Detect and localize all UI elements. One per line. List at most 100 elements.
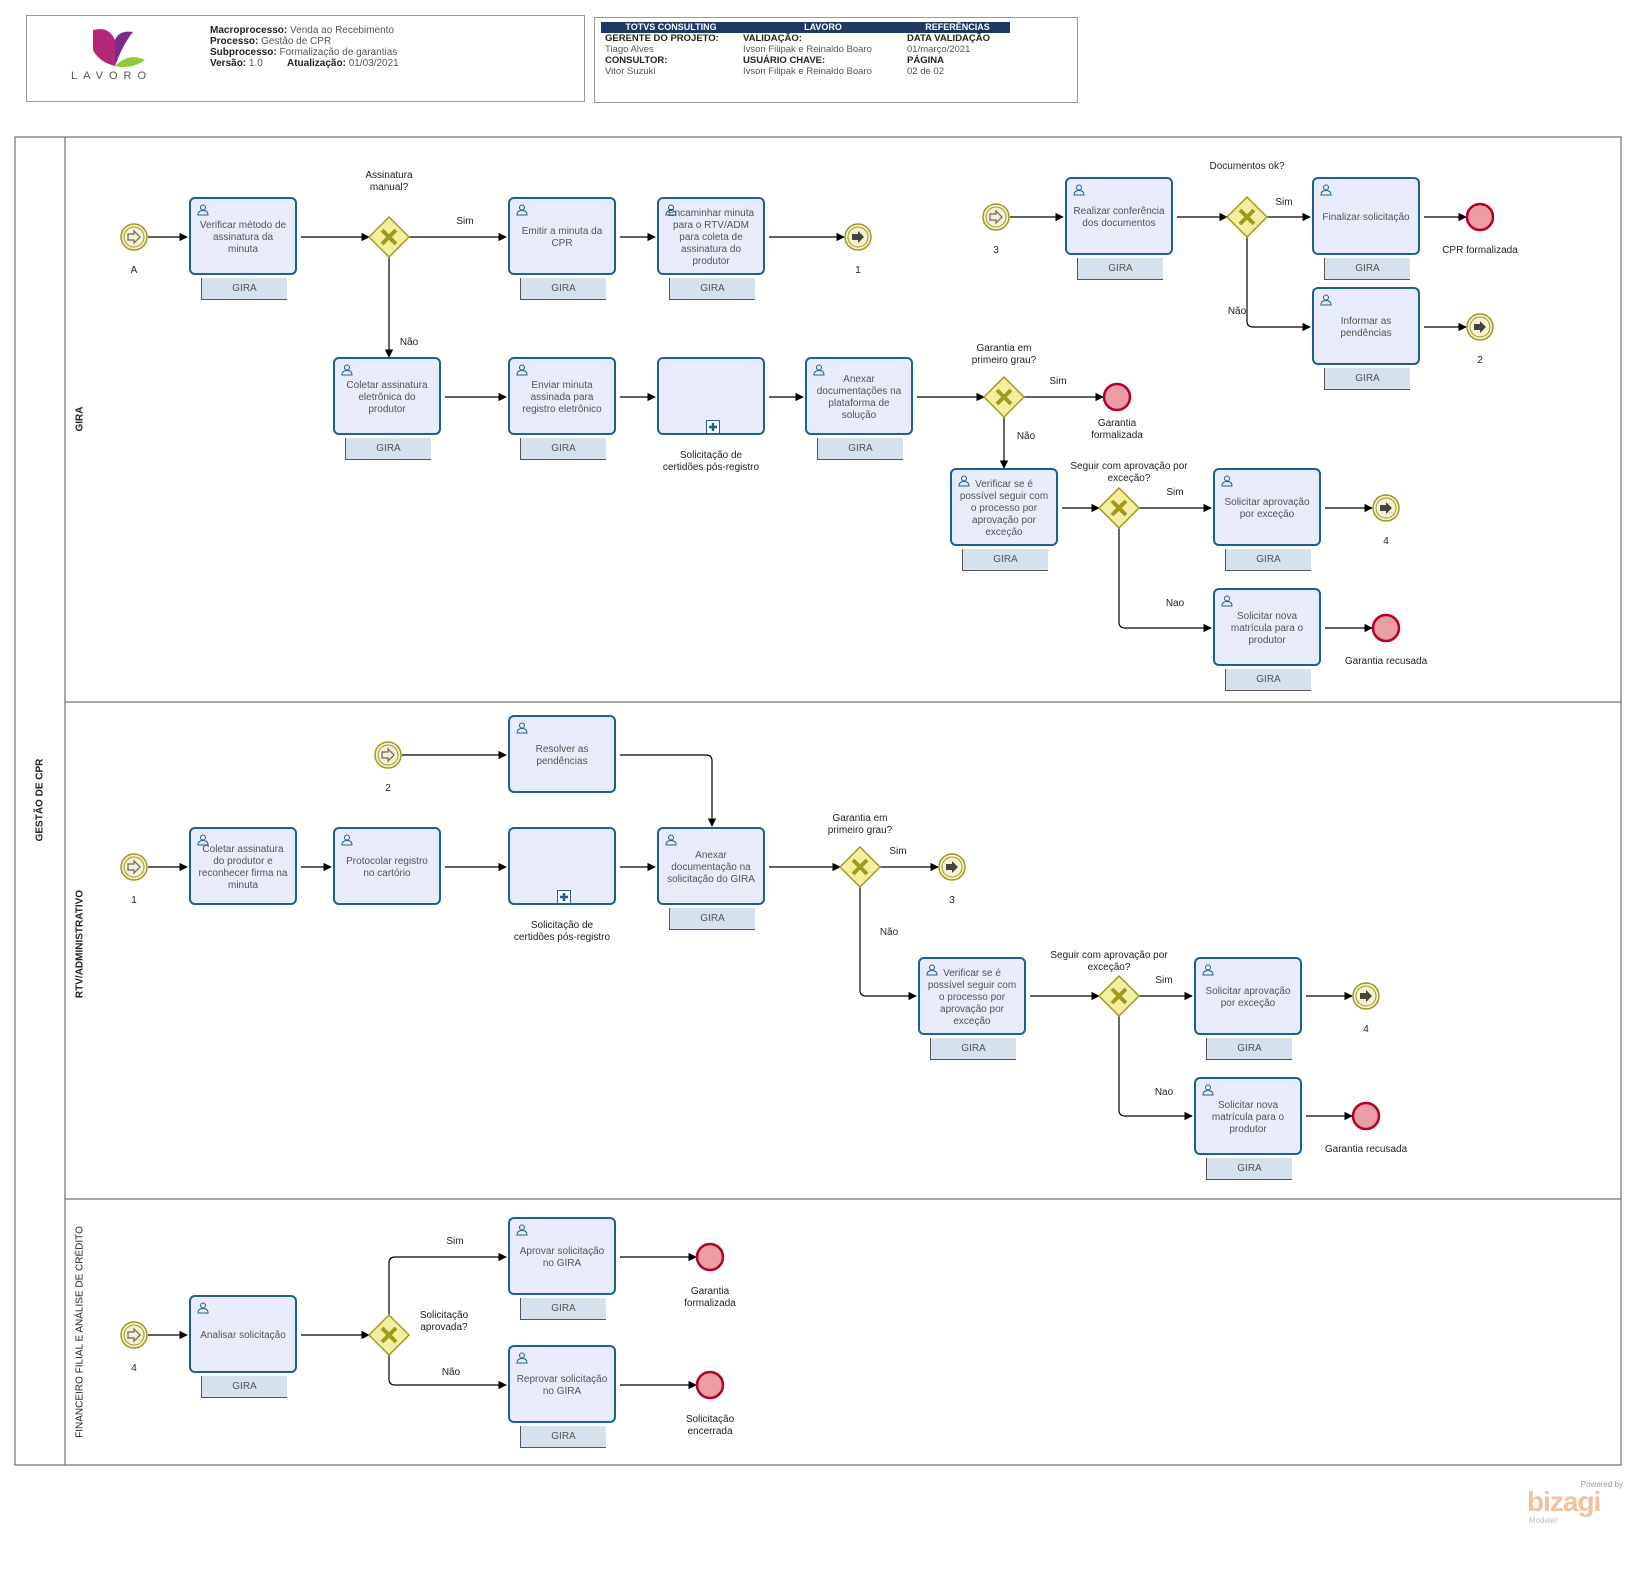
- gerente-label: GERENTE DO PROJETO:: [605, 33, 719, 44]
- task-coletar-assinatura-eletronica[interactable]: Coletar assinatura eletrônica do produto…: [333, 357, 441, 435]
- flow-label-nao-alt: Nao: [1165, 598, 1185, 609]
- task-label: Enviar minuta assinada para registro ele…: [522, 380, 602, 415]
- event-label-4: 4: [1363, 1024, 1369, 1035]
- macroprocesso-label: Macroprocesso:: [210, 25, 288, 36]
- link-throw-4-gira: [1372, 494, 1400, 522]
- event-label-a: A: [130, 265, 138, 276]
- subprocesso-value: Formalização de garantias: [279, 47, 398, 58]
- task-anexar-documentacoes[interactable]: Anexar documentações na plataforma de so…: [805, 357, 913, 435]
- task-coletar-assinatura-firma[interactable]: Coletar assinatura do produtor e reconhe…: [189, 827, 297, 905]
- user-task-icon: [1202, 964, 1214, 976]
- start-events: [120, 203, 1010, 1349]
- subprocess-certidoes-rtv[interactable]: [508, 827, 616, 905]
- pool-border: [14, 136, 1622, 1466]
- task-finalizar-solicitacao[interactable]: Finalizar solicitação: [1312, 177, 1420, 255]
- gateway-label-documentos: Documentos ok?: [1209, 161, 1285, 172]
- event-label-2: 2: [1477, 355, 1483, 366]
- task-verificar-excecao-rtv[interactable]: Verificar se é possível seguir com o pro…: [918, 957, 1026, 1035]
- task-anexar-documentacao-gira[interactable]: Anexar documentação na solicitação do GI…: [657, 827, 765, 905]
- link-catch-3: [982, 203, 1010, 231]
- task-solicitar-aprovacao-gira[interactable]: Solicitar aprovação por exceção: [1213, 468, 1321, 546]
- task-label: Analisar solicitação: [200, 1330, 286, 1341]
- flow-label-nao: Não: [399, 337, 419, 348]
- flow-label-nao-alt: Nao: [1154, 1087, 1174, 1098]
- gateway-label-solicitacao: Solicitação aprovada?: [419, 1310, 469, 1333]
- user-task-icon: [813, 364, 825, 376]
- subprocesso-line: Subprocesso: Formalização de garantias: [210, 47, 397, 58]
- gateway-label-assinatura: Assinatura manual?: [365, 170, 413, 193]
- ref-head-totvs: TOTVS CONSULTING: [601, 22, 741, 33]
- gateway-label-garantia-gira: Garantia em primeiro grau?: [971, 343, 1037, 366]
- subprocess-plus-icon: [706, 420, 720, 434]
- user-task-icon: [516, 364, 528, 376]
- flow-label-sim: Sim: [1049, 376, 1067, 387]
- task-reprovar-solicitacao[interactable]: Reprovar solicitação no GIRA: [508, 1345, 616, 1423]
- task-label: Emitir a minuta da CPR: [521, 226, 603, 249]
- task-solicitar-matricula-rtv[interactable]: Solicitar nova matrícula para o produtor: [1194, 1077, 1302, 1155]
- ref-head-lavoro: LAVORO: [741, 22, 905, 33]
- header-info-box: LAVORO Macroprocesso: Venda ao Recebimen…: [26, 15, 585, 102]
- user-task-icon: [1221, 595, 1233, 607]
- task-resolver-pendencias[interactable]: Resolver as pendências: [508, 715, 616, 793]
- performer-gira: GIRA: [962, 549, 1048, 571]
- performer-gira: GIRA: [1324, 258, 1410, 280]
- flow-label-sim: Sim: [456, 216, 474, 227]
- task-label: Coletar assinatura do produtor e reconhe…: [198, 844, 288, 891]
- task-emitir-minuta[interactable]: Emitir a minuta da CPR: [508, 197, 616, 275]
- task-label: Verificar se é possível seguir com o pro…: [959, 479, 1049, 538]
- flow-label-nao: Não: [1016, 431, 1036, 442]
- user-task-icon: [341, 834, 353, 846]
- flow-label-sim: Sim: [1166, 487, 1184, 498]
- task-solicitar-aprovacao-rtv[interactable]: Solicitar aprovação por exceção: [1194, 957, 1302, 1035]
- task-analisar-solicitacao[interactable]: Analisar solicitação: [189, 1295, 297, 1373]
- flow-label-sim: Sim: [1275, 197, 1293, 208]
- end-event-garantia-formalizada: [1102, 382, 1132, 412]
- task-label: Solicitar aprovação por exceção: [1224, 497, 1310, 520]
- flow-label-sim: Sim: [446, 1236, 464, 1247]
- task-aprovar-solicitacao[interactable]: Aprovar solicitação no GIRA: [508, 1217, 616, 1295]
- task-enviar-minuta-assinada[interactable]: Enviar minuta assinada para registro ele…: [508, 357, 616, 435]
- subprocess-certidoes-gira[interactable]: [657, 357, 765, 435]
- user-task-icon: [1073, 184, 1085, 196]
- link-catch-2: [374, 741, 402, 769]
- task-realizar-conferencia[interactable]: Realizar conferência dos documentos: [1065, 177, 1173, 255]
- link-catch-1: [120, 853, 148, 881]
- performer-gira: GIRA: [930, 1038, 1016, 1060]
- user-task-icon: [665, 204, 677, 216]
- flow-label-nao: Não: [1227, 306, 1247, 317]
- subprocess-label-rtv: Solicitação de certidões pós-registro: [513, 920, 611, 943]
- user-task-icon: [341, 364, 353, 376]
- task-protocolar-registro[interactable]: Protocolar registro no cartório: [333, 827, 441, 905]
- user-task-icon: [516, 722, 528, 734]
- event-label-3: 3: [993, 245, 999, 256]
- user-task-icon: [1320, 294, 1332, 306]
- user-task-icon: [958, 475, 970, 487]
- task-label: Resolver as pendências: [535, 744, 589, 767]
- task-encaminhar-minuta[interactable]: Encaminhar minuta para o RTV/ADM para co…: [657, 197, 765, 275]
- task-verificar-excecao-gira[interactable]: Verificar se é possível seguir com o pro…: [950, 468, 1058, 546]
- link-throw-3: [938, 853, 966, 881]
- task-solicitar-matricula-gira[interactable]: Solicitar nova matrícula para o produtor: [1213, 588, 1321, 666]
- validacao-label: VALIDAÇÃO:: [743, 33, 802, 44]
- task-verificar-metodo[interactable]: Verificar método de assinatura da minuta: [189, 197, 297, 275]
- lane-title-financeiro: FINANCEIRO FILIAL E ANÁLISE DE CRÉDITO: [74, 1226, 86, 1438]
- usuario-chave-value: Ivson Filipak e Reinaldo Boaro: [743, 66, 872, 77]
- performer-gira: GIRA: [520, 1426, 606, 1448]
- event-label-3: 3: [949, 895, 955, 906]
- sequence-flows: [148, 212, 1467, 1390]
- task-label: Protocolar registro no cartório: [346, 856, 428, 879]
- task-label: Anexar documentações na plataforma de so…: [816, 374, 902, 421]
- performer-gira: GIRA: [817, 438, 903, 460]
- performer-gira: GIRA: [669, 908, 755, 930]
- performer-gira: GIRA: [1206, 1038, 1292, 1060]
- subprocesso-label: Subprocesso:: [210, 47, 277, 58]
- task-label: Finalizar solicitação: [1322, 212, 1410, 223]
- performer-gira: GIRA: [201, 1376, 287, 1398]
- performer-gira: GIRA: [520, 1298, 606, 1320]
- event-label-1: 1: [855, 265, 861, 276]
- end-event-garantia-recusada-rtv: [1351, 1101, 1381, 1131]
- task-label: Coletar assinatura eletrônica do produto…: [346, 380, 428, 415]
- link-throw-events: [844, 223, 1494, 1010]
- task-label: Solicitar aprovação por exceção: [1205, 986, 1291, 1009]
- task-informar-pendencias[interactable]: Informar as pendências: [1312, 287, 1420, 365]
